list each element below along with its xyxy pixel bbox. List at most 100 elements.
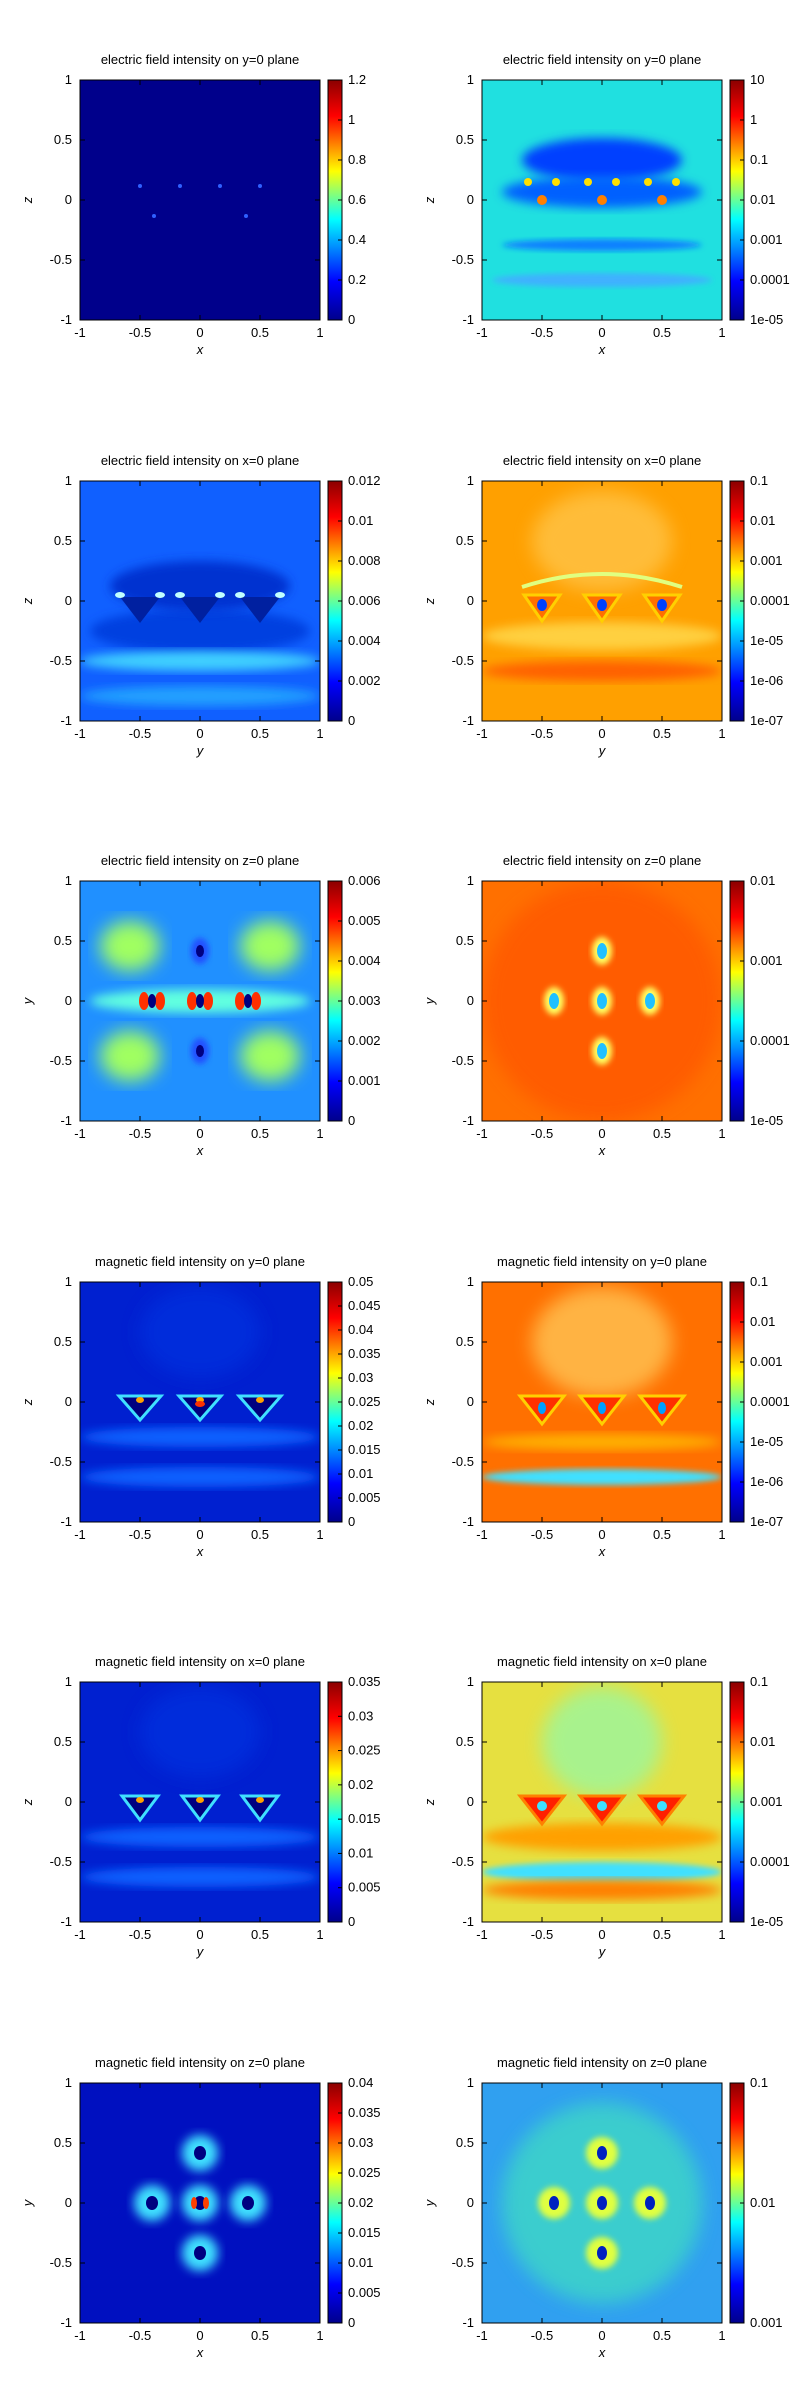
colorbar-tick-label: 0.001 xyxy=(750,232,783,247)
y-axis-label: y xyxy=(20,2198,35,2207)
colorbar-tick-label: 0 xyxy=(348,713,355,728)
heatmap-plot xyxy=(482,481,722,721)
y-tick-label: -0.5 xyxy=(50,2255,72,2270)
colorbar-tick-label: 0.6 xyxy=(348,192,366,207)
colorbar-tick-label: 0.0001 xyxy=(750,272,790,287)
x-tick-label: -0.5 xyxy=(531,1927,553,1942)
colorbar-tick-label: 1.2 xyxy=(348,72,366,87)
x-axis-label: y xyxy=(196,743,205,758)
colorbar-tick-label: 0.01 xyxy=(348,1466,373,1481)
colorbar-tick-label: 0.006 xyxy=(348,593,381,608)
x-tick-label: -1 xyxy=(74,726,86,741)
colorbar-tick-label: 0.01 xyxy=(750,513,775,528)
colorbar xyxy=(729,880,745,1122)
x-tick-label: 1 xyxy=(316,1527,323,1542)
x-tick-label: 0 xyxy=(196,726,203,741)
y-tick-label: 0 xyxy=(65,993,72,1008)
y-axis-label: z xyxy=(20,1398,35,1406)
y-tick-label: -0.5 xyxy=(452,1854,474,1869)
y-tick-label: 0.5 xyxy=(54,2135,72,2150)
y-tick-label: 1 xyxy=(467,473,474,488)
chart-panel: electric field intensity on x=0 plane -1 -… xyxy=(20,453,381,758)
x-tick-label: 1 xyxy=(718,2328,725,2343)
colorbar-tick-label: 1e-05 xyxy=(750,1914,783,1929)
chart-title: magnetic field intensity on z=0 plane xyxy=(95,2055,305,2070)
colorbar-tick-label: 0.01 xyxy=(750,2195,775,2210)
colorbar-tick-label: 0.015 xyxy=(348,1811,381,1826)
y-axis-label: z xyxy=(20,597,35,605)
colorbar-tick-label: 0.0001 xyxy=(750,1033,790,1048)
y-axis-label: z xyxy=(422,1398,437,1406)
colorbar-tick-label: 1e-06 xyxy=(750,673,783,688)
y-axis-label: y xyxy=(20,996,35,1005)
colorbar-tick-label: 0.005 xyxy=(348,1880,381,1895)
colorbar-tick-label: 0.04 xyxy=(348,1322,373,1337)
colorbar-tick-label: 0.003 xyxy=(348,993,381,1008)
colorbar-tick-label: 0.1 xyxy=(750,473,768,488)
x-axis-label: x xyxy=(598,2345,606,2360)
colorbar-tick-label: 0.02 xyxy=(348,1777,373,1792)
y-axis-label: z xyxy=(422,597,437,605)
y-tick-label: 1 xyxy=(65,873,72,888)
y-axis-label: z xyxy=(20,1798,35,1806)
x-tick-label: 0.5 xyxy=(251,325,269,340)
y-tick-label: 0 xyxy=(467,1394,474,1409)
x-tick-label: -0.5 xyxy=(129,1927,151,1942)
x-tick-label: -1 xyxy=(74,2328,86,2343)
x-axis-label: y xyxy=(598,1944,607,1959)
y-tick-label: -0.5 xyxy=(50,653,72,668)
y-tick-label: 0.5 xyxy=(456,1334,474,1349)
y-tick-label: 0 xyxy=(467,993,474,1008)
chart-panel: magnetic field intensity on y=0 plane-1-… xyxy=(20,1254,381,1559)
y-tick-label: 0 xyxy=(65,1394,72,1409)
x-tick-label: 1 xyxy=(718,1927,725,1942)
y-tick-label: -1 xyxy=(60,1514,72,1529)
chart-title: magnetic field intensity on z=0 plane xyxy=(497,2055,707,2070)
heatmap-plot xyxy=(80,2083,320,2323)
chart-panel: electric field intensity on z=0 plane-1-… xyxy=(422,853,790,1158)
colorbar-tick-label: 0.025 xyxy=(348,2165,381,2180)
chart-title: magnetic field intensity on x=0 plane xyxy=(497,1654,707,1669)
heatmap-background xyxy=(80,80,320,320)
chart-title: electric field intensity on x=0 plane xyxy=(101,453,299,468)
colorbar-tick-label: 0.001 xyxy=(750,1354,783,1369)
x-tick-label: -0.5 xyxy=(531,1527,553,1542)
colorbar-tick-label: 0.2 xyxy=(348,272,366,287)
x-tick-label: 0 xyxy=(598,1927,605,1942)
y-tick-label: 1 xyxy=(467,1674,474,1689)
chart-panel: magnetic field intensity on y=0 plane-1-… xyxy=(422,1254,790,1559)
y-axis-label: z xyxy=(20,196,35,204)
y-axis-label: z xyxy=(422,196,437,204)
chart-title: electric field intensity on z=0 plane xyxy=(503,853,701,868)
x-tick-label: -0.5 xyxy=(531,726,553,741)
y-tick-label: -0.5 xyxy=(452,1053,474,1068)
colorbar-tick-label: 0.035 xyxy=(348,1346,381,1361)
colorbar-tick-label: 1e-05 xyxy=(750,312,783,327)
colorbar-tick-label: 0.01 xyxy=(750,873,775,888)
x-tick-label: 0.5 xyxy=(251,1527,269,1542)
y-tick-label: 1 xyxy=(65,72,72,87)
colorbar-tick-label: 0.1 xyxy=(750,1274,768,1289)
colorbar-tick-label: 0.01 xyxy=(348,2255,373,2270)
x-tick-label: 0 xyxy=(598,325,605,340)
y-tick-label: -0.5 xyxy=(50,252,72,267)
colorbar-tick-label: 0.01 xyxy=(348,513,373,528)
chart-panel: magnetic field intensity on x=0 plane-1-… xyxy=(422,1654,790,1959)
x-axis-label: y xyxy=(196,1944,205,1959)
y-tick-label: -0.5 xyxy=(50,1854,72,1869)
x-tick-label: -1 xyxy=(74,1927,86,1942)
x-axis-label: x xyxy=(196,1544,204,1559)
colorbar-tick-label: 0.035 xyxy=(348,1674,381,1689)
x-tick-label: -0.5 xyxy=(129,1126,151,1141)
colorbar-tick-label: 0 xyxy=(348,1113,355,1128)
heatmap-plot xyxy=(482,2083,722,2323)
colorbar-tick-label: 0.02 xyxy=(348,2195,373,2210)
colorbar-tick-label: 0.0001 xyxy=(750,593,790,608)
y-tick-label: -1 xyxy=(60,2315,72,2330)
colorbar-tick-label: 0.03 xyxy=(348,1708,373,1723)
x-tick-label: 0 xyxy=(196,1126,203,1141)
y-tick-label: -1 xyxy=(462,2315,474,2330)
y-tick-label: -0.5 xyxy=(452,2255,474,2270)
x-tick-label: -0.5 xyxy=(129,726,151,741)
y-tick-label: -0.5 xyxy=(452,653,474,668)
